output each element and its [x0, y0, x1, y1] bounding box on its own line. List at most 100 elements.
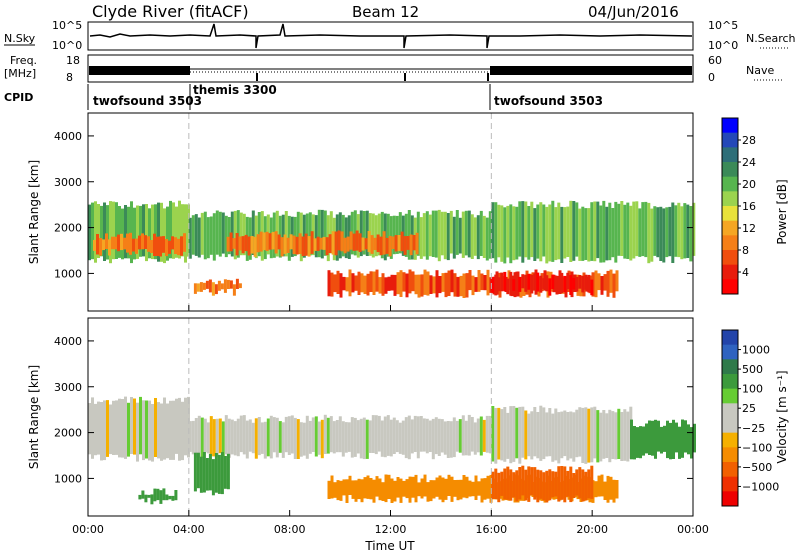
- heatmap-cell: [620, 201, 624, 256]
- heatmap-cell: [399, 478, 403, 503]
- heatmap-cell: [593, 201, 597, 262]
- heatmap-cell: [238, 236, 242, 251]
- heatmap-cell: [521, 274, 525, 289]
- heatmap-cell: [422, 213, 426, 257]
- heatmap-cell: [133, 398, 136, 455]
- heatmap-cell: [174, 490, 178, 501]
- colorbar-swatch: [722, 191, 738, 207]
- heatmap-cell: [154, 204, 157, 260]
- heatmap-cell: [233, 421, 237, 456]
- heatmap-cell: [600, 276, 604, 295]
- heatmap-cell: [310, 231, 314, 254]
- x-tick-label: 12:00: [375, 523, 407, 536]
- heatmap-cell: [612, 479, 616, 503]
- heatmap-cell: [147, 236, 150, 252]
- heatmap-cell: [533, 467, 537, 500]
- heatmap-cell: [217, 280, 221, 291]
- heatmap-cell: [462, 273, 466, 298]
- heatmap-cell: [548, 278, 552, 296]
- x-tick-label: 00:00: [72, 523, 104, 536]
- heatmap-cell: [350, 417, 354, 458]
- heatmap-cell: [330, 475, 334, 499]
- heatmap-cell: [224, 415, 228, 455]
- heatmap-cell: [313, 238, 317, 251]
- heatmap-cell: [587, 274, 591, 293]
- y-tick-label: 4000: [54, 335, 82, 348]
- freq-panel: Freq. [MHz] 18 8 60 0 Nave: [4, 54, 782, 84]
- nsearch-label: N.Search: [746, 32, 796, 45]
- heatmap-cell: [420, 274, 424, 297]
- heatmap-cell: [497, 407, 501, 460]
- heatmap-cell: [654, 419, 657, 459]
- heatmap-cell: [317, 209, 321, 258]
- velocity-ylabel: Slant Range [km]: [27, 365, 41, 469]
- heatmap-cell: [596, 410, 600, 463]
- heatmap-cell: [91, 202, 94, 260]
- heatmap-cell: [263, 421, 267, 459]
- heatmap-cell: [434, 210, 438, 258]
- freq-unit-label: [MHz]: [4, 67, 36, 80]
- heatmap-cell: [239, 212, 243, 256]
- heatmap-cell: [402, 272, 406, 292]
- colorbar-swatch: [722, 491, 738, 507]
- heatmap-cell: [388, 235, 392, 257]
- heatmap-cell: [253, 236, 257, 257]
- heatmap-cell: [289, 234, 293, 250]
- heatmap-cell: [566, 470, 570, 497]
- heatmap-cell: [414, 274, 418, 295]
- heatmap-cell: [515, 206, 519, 260]
- heatmap-cell: [437, 209, 441, 262]
- heatmap-cell: [316, 236, 320, 251]
- heatmap-cell: [483, 275, 487, 291]
- heatmap-cell: [467, 210, 471, 258]
- heatmap-cell: [360, 479, 364, 503]
- heatmap-cell: [226, 236, 230, 252]
- heatmap-cell: [337, 230, 341, 251]
- freq-block-1: [89, 66, 190, 75]
- heatmap-cell: [410, 419, 414, 454]
- heatmap-cell: [327, 270, 331, 297]
- colorbar-tick-label: −1000: [742, 480, 779, 493]
- heatmap-cell: [144, 235, 147, 249]
- heatmap-cell: [100, 205, 103, 257]
- heatmap-cell: [545, 412, 549, 457]
- heatmap-cell: [302, 422, 306, 456]
- heatmap-cell: [438, 276, 442, 294]
- heatmap-cell: [194, 418, 198, 458]
- heatmap-cell: [572, 278, 576, 290]
- heatmap-cell: [214, 284, 218, 295]
- heatmap-cell: [181, 401, 184, 461]
- heatmap-cell: [566, 206, 570, 257]
- colorbar-tick-label: 100: [742, 383, 763, 396]
- heatmap-cell: [165, 239, 168, 257]
- heatmap-cell: [575, 276, 579, 292]
- heatmap-cell: [341, 421, 345, 457]
- heatmap-cell: [393, 480, 397, 502]
- heatmap-cell: [232, 284, 236, 296]
- heatmap-cell: [459, 479, 463, 500]
- heatmap-cell: [172, 202, 175, 259]
- heatmap-cell: [581, 407, 585, 463]
- heatmap-cell: [232, 238, 236, 249]
- heatmap-cell: [196, 452, 200, 489]
- heatmap-cell: [144, 494, 148, 503]
- heatmap-cell: [227, 418, 231, 458]
- heatmap-cell: [584, 274, 588, 290]
- heatmap-cell: [440, 211, 444, 256]
- heatmap-cell: [205, 280, 209, 289]
- power-panel: 1000 2000 3000 4000 Slant Range [km]: [27, 112, 696, 312]
- freq-tick-bottom: 8: [66, 71, 73, 84]
- freq-block-3: [490, 66, 692, 75]
- heatmap-cell: [284, 211, 288, 257]
- heatmap-cell: [168, 240, 171, 254]
- heatmap-cell: [657, 420, 660, 452]
- heatmap-cell: [223, 456, 227, 489]
- heatmap-cell: [470, 214, 474, 259]
- heatmap-cell: [486, 475, 490, 499]
- colorbar-swatch: [722, 432, 738, 448]
- heatmap-cell: [363, 477, 367, 499]
- heatmap-cell: [509, 406, 513, 464]
- heatmap-cell: [407, 415, 411, 460]
- heatmap-cell: [334, 231, 338, 256]
- heatmap-cell: [606, 475, 610, 503]
